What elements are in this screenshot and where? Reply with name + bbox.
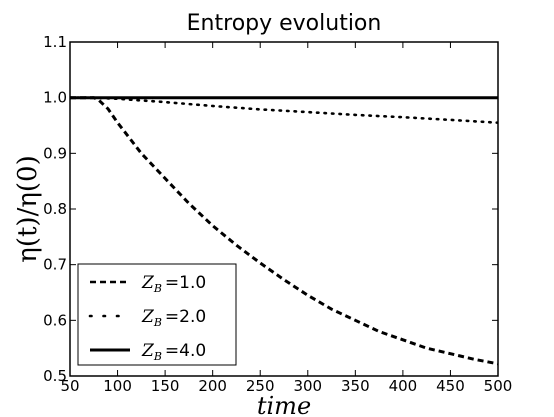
y-tick-label: 0.8	[43, 200, 67, 218]
y-axis: 0.5 0.6 0.7 0.8 0.9 1.0 1.1	[43, 33, 498, 385]
x-tick-label: 500	[484, 377, 513, 395]
series-line-2	[70, 96, 498, 124]
y-tick-label: 1.1	[43, 33, 67, 51]
x-tick-label: 450	[436, 377, 465, 395]
x-tick-label: 250	[246, 377, 275, 395]
y-axis-label: η(t)/η(0)	[13, 155, 43, 262]
legend: ZB =1.0 ZB =2.0 ZB =4.0	[77, 263, 237, 366]
x-tick-label: 200	[198, 377, 227, 395]
legend-label-2: ZB =2.0	[141, 307, 206, 329]
y-tick-label: 1.0	[43, 89, 67, 107]
chart-title: Entropy evolution	[187, 11, 382, 36]
y-tick-label: 0.7	[43, 256, 67, 274]
x-axis: 50 100 150 200 250 300 350 400 450 500	[60, 42, 512, 395]
x-tick-label: 400	[389, 377, 418, 395]
y-tick-label: 0.6	[43, 311, 67, 329]
legend-label-1: ZB =1.0	[141, 273, 206, 295]
y-tick-label: 0.9	[43, 144, 67, 162]
legend-label-3: ZB =4.0	[141, 341, 206, 363]
x-tick-label: 300	[293, 377, 322, 395]
x-axis-label: time	[257, 392, 311, 417]
x-tick-label: 50	[60, 377, 79, 395]
x-tick-label: 350	[341, 377, 370, 395]
x-tick-label: 150	[151, 377, 180, 395]
x-tick-label: 100	[103, 377, 132, 395]
y-tick-label: 0.5	[43, 367, 67, 385]
